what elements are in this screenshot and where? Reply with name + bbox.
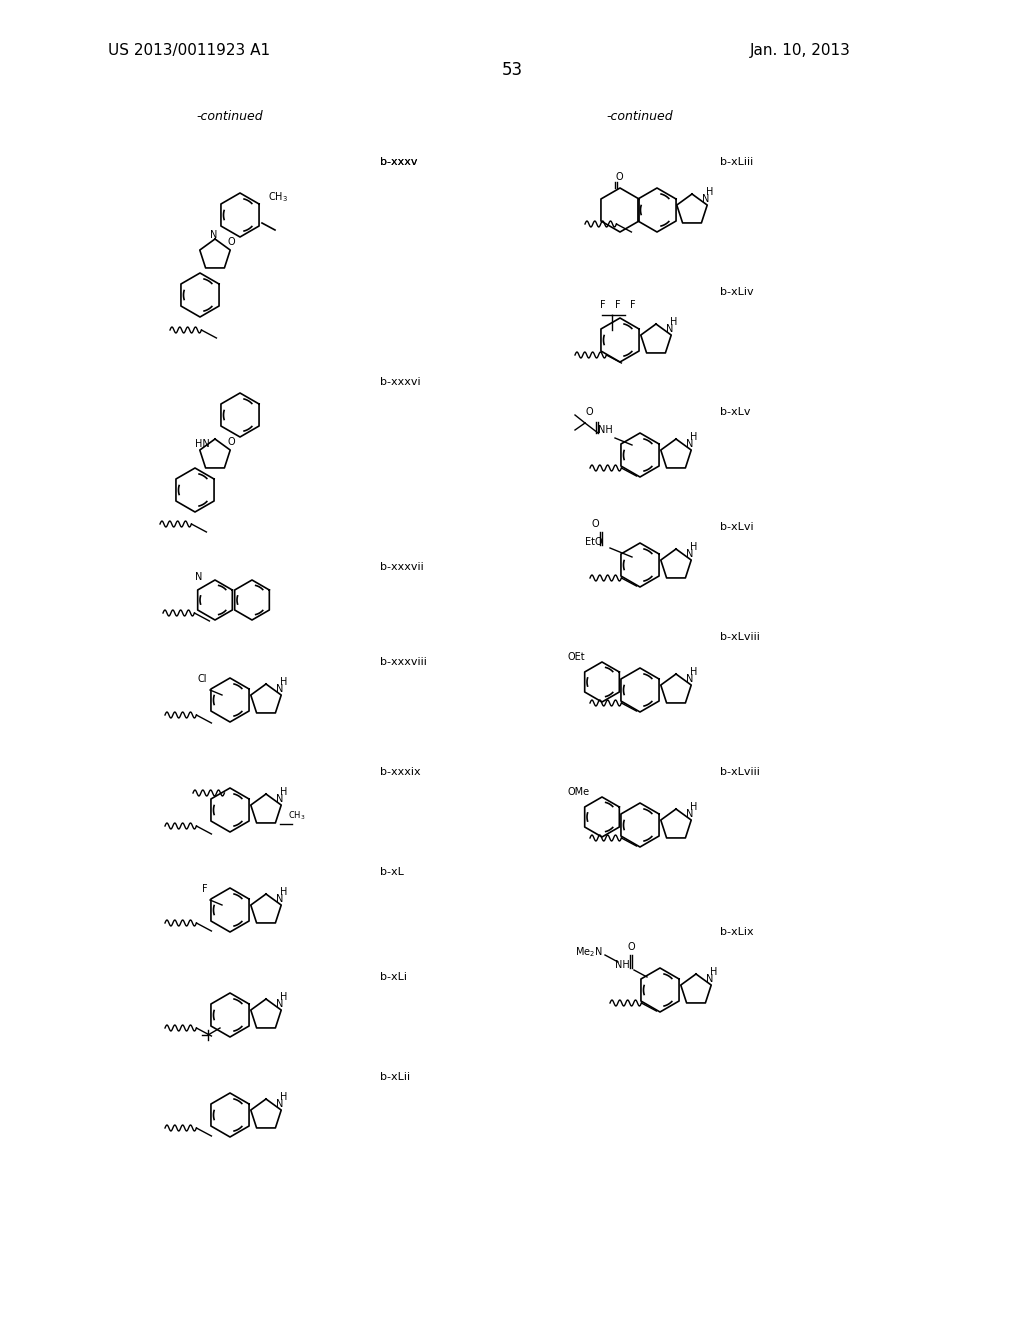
Text: H: H [706, 187, 714, 197]
Text: N: N [666, 323, 674, 334]
Text: b-xLv: b-xLv [720, 407, 751, 417]
Text: N: N [686, 809, 693, 818]
Text: H: H [280, 677, 288, 686]
Text: O: O [585, 407, 593, 417]
Text: HN: HN [195, 440, 210, 449]
Text: F: F [615, 300, 621, 310]
Text: N: N [195, 572, 203, 582]
Text: H: H [280, 787, 288, 797]
Text: O: O [615, 172, 623, 182]
Text: Cl: Cl [198, 675, 208, 684]
Text: N: N [276, 894, 284, 904]
Text: EtO: EtO [585, 537, 603, 546]
Text: O: O [592, 519, 600, 529]
Text: b-xxxv: b-xxxv [380, 157, 418, 168]
Text: O: O [227, 437, 234, 447]
Text: H: H [280, 1092, 288, 1102]
Text: NH: NH [615, 960, 630, 970]
Text: H: H [670, 317, 677, 327]
Text: b-xxxv: b-xxxv [380, 157, 418, 168]
Text: b-xxxix: b-xxxix [380, 767, 421, 777]
Text: b-xLiv: b-xLiv [720, 286, 754, 297]
Text: CH$_3$: CH$_3$ [268, 190, 288, 203]
Text: N: N [686, 549, 693, 558]
Text: N: N [706, 974, 714, 983]
Text: b-xL: b-xL [380, 867, 403, 876]
Text: N: N [210, 230, 217, 240]
Text: b-xLi: b-xLi [380, 972, 407, 982]
Text: H: H [690, 803, 697, 812]
Text: H: H [690, 543, 697, 552]
Text: H: H [690, 667, 697, 677]
Text: O: O [228, 238, 236, 247]
Text: Jan. 10, 2013: Jan. 10, 2013 [750, 44, 851, 58]
Text: F: F [630, 300, 636, 310]
Text: b-xLviii: b-xLviii [720, 632, 760, 642]
Text: N: N [686, 440, 693, 449]
Text: N: N [276, 795, 284, 804]
Text: b-xLviii: b-xLviii [720, 767, 760, 777]
Text: F: F [600, 300, 605, 310]
Text: b-xxxvii: b-xxxvii [380, 562, 424, 572]
Text: N: N [276, 1100, 284, 1109]
Text: N: N [276, 684, 284, 694]
Text: Me$_2$N: Me$_2$N [575, 945, 602, 958]
Text: 53: 53 [502, 61, 522, 79]
Text: H: H [280, 887, 288, 898]
Text: US 2013/0011923 A1: US 2013/0011923 A1 [108, 44, 270, 58]
Text: N: N [276, 999, 284, 1008]
Text: -continued: -continued [606, 110, 674, 123]
Text: -continued: -continued [197, 110, 263, 123]
Text: b-xLvi: b-xLvi [720, 521, 754, 532]
Text: NH: NH [598, 425, 612, 436]
Text: H: H [690, 432, 697, 442]
Text: b-xLiii: b-xLiii [720, 157, 754, 168]
Text: b-xLii: b-xLii [380, 1072, 411, 1082]
Text: N: N [702, 194, 710, 205]
Text: OMe: OMe [568, 787, 590, 797]
Text: b-xLix: b-xLix [720, 927, 754, 937]
Text: b-xxxvi: b-xxxvi [380, 378, 421, 387]
Text: O: O [628, 942, 636, 952]
Text: CH$_3$: CH$_3$ [288, 809, 305, 821]
Text: b-xxxviii: b-xxxviii [380, 657, 427, 667]
Text: N: N [686, 675, 693, 684]
Text: F: F [202, 884, 208, 894]
Text: OEt: OEt [568, 652, 586, 663]
Text: H: H [280, 993, 288, 1002]
Text: H: H [710, 968, 718, 977]
